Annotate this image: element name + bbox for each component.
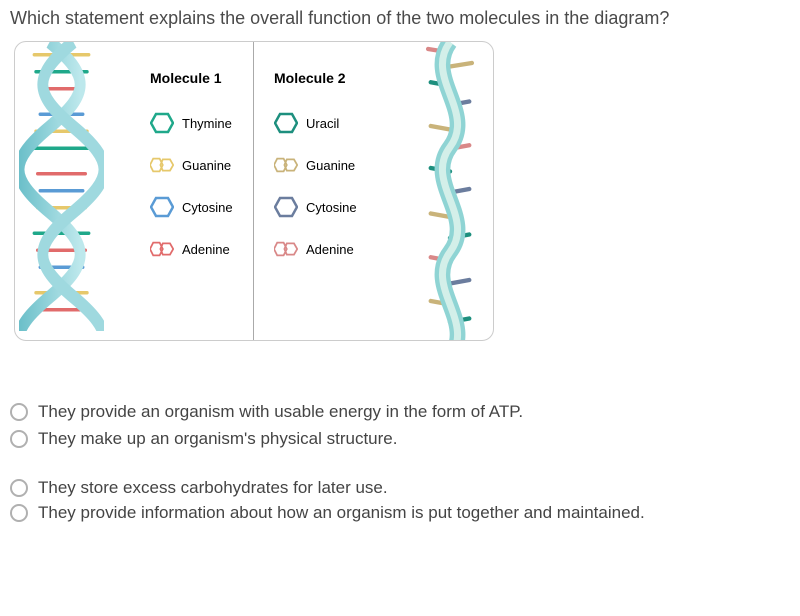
base-label: Uracil	[306, 116, 339, 131]
base-shape-icon	[274, 238, 298, 260]
answer-text-2: They make up an organism's physical stru…	[38, 428, 397, 451]
base-shape-icon	[274, 112, 298, 134]
answer-option-4[interactable]: They provide information about how an or…	[10, 502, 790, 525]
diagram-container: Molecule 1 Thymine Guanine Cytosine Aden…	[14, 41, 494, 341]
answer-text-3: They store excess carbohydrates for late…	[38, 477, 388, 500]
radio-icon[interactable]	[10, 403, 28, 421]
base-shape-icon	[150, 238, 174, 260]
base-shape-icon	[274, 196, 298, 218]
answer-text-4: They provide information about how an or…	[38, 502, 645, 525]
double-helix-icon	[19, 42, 104, 331]
base-label: Cytosine	[182, 200, 233, 215]
base-label: Adenine	[306, 242, 354, 257]
base-shape-icon	[150, 112, 174, 134]
radio-icon[interactable]	[10, 504, 28, 522]
base-label: Cytosine	[306, 200, 357, 215]
base-shape-icon	[274, 154, 298, 176]
mol2-legend-item: Adenine	[274, 238, 357, 260]
answer-option-1[interactable]: They provide an organism with usable ene…	[10, 401, 790, 424]
legend-molecule-1: Thymine Guanine Cytosine Adenine	[150, 112, 233, 260]
legend-molecule-2: Uracil Guanine Cytosine Adenine	[274, 112, 357, 260]
answer-option-2[interactable]: They make up an organism's physical stru…	[10, 428, 790, 451]
base-label: Adenine	[182, 242, 230, 257]
base-shape-icon	[150, 196, 174, 218]
mol1-legend-item: Adenine	[150, 238, 233, 260]
answer-text-1: They provide an organism with usable ene…	[38, 401, 523, 424]
base-label: Guanine	[306, 158, 355, 173]
base-shape-icon	[150, 154, 174, 176]
answer-option-3[interactable]: They store excess carbohydrates for late…	[10, 477, 790, 500]
base-label: Thymine	[182, 116, 232, 131]
mol1-legend-item: Guanine	[150, 154, 233, 176]
answer-list: They provide an organism with usable ene…	[10, 401, 790, 525]
panel-molecule-2: Molecule 2 Uracil Guanine Cytosine Adeni…	[254, 42, 493, 340]
molecule-1-label: Molecule 1	[150, 70, 222, 86]
radio-icon[interactable]	[10, 430, 28, 448]
base-label: Guanine	[182, 158, 231, 173]
mol1-legend-item: Thymine	[150, 112, 233, 134]
mol2-legend-item: Cytosine	[274, 196, 357, 218]
panel-molecule-1: Molecule 1 Thymine Guanine Cytosine Aden…	[15, 42, 254, 340]
single-strand-icon	[415, 42, 485, 340]
molecule-2-label: Molecule 2	[274, 70, 346, 86]
mol2-legend-item: Guanine	[274, 154, 357, 176]
mol1-legend-item: Cytosine	[150, 196, 233, 218]
mol2-legend-item: Uracil	[274, 112, 357, 134]
question-text: Which statement explains the overall fun…	[10, 8, 790, 29]
radio-icon[interactable]	[10, 479, 28, 497]
